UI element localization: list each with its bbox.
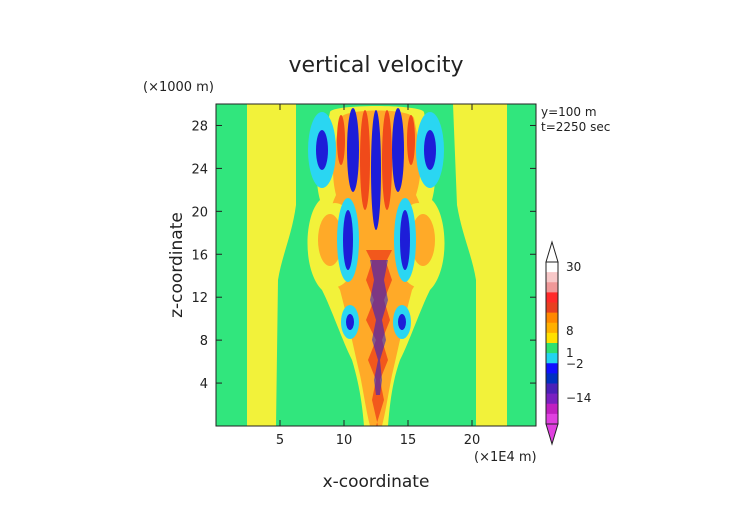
streak-blue-1 [347,108,359,192]
colorbar-swatch-12 [546,383,558,395]
cell-top-right-blue [424,130,436,170]
colorbar-swatch-1 [546,272,558,283]
y-tick-label-16: 16 [191,248,208,263]
colorbar-swatch-5 [546,312,558,324]
x-unit-label: (×1E4 m) [474,450,537,465]
colorbar-swatch-10 [546,363,558,374]
left-yellow-band [247,104,296,426]
y-unit-label: (×1000 m) [143,80,214,95]
y-tick-label-12: 12 [191,291,208,306]
streak-red-4 [407,115,415,165]
y-tick-label-28: 28 [191,119,208,134]
velocity-field [216,104,536,426]
x-tick-label-5: 5 [276,433,284,448]
left-side-lobe-orange [318,214,342,266]
right-side-lobe-orange [411,214,435,266]
streak-blue-3 [392,108,404,192]
colorbar [545,240,559,446]
colorbar-swatch-4 [546,302,558,314]
colorbar-label-minus14: −14 [566,391,591,405]
colorbar-swatch-13 [546,393,558,405]
turbulent-core-blue [370,260,388,395]
cell-top-left-blue [316,130,328,170]
time-annotation-t: t=2250 sec [541,120,610,134]
colorbar-label-8: 8 [566,324,574,338]
cell-low-left-blue [346,314,354,330]
colorbar-swatch-7 [546,332,558,344]
time-annotation-y: y=100 m [541,105,597,119]
colorbar-swatch-15 [546,413,558,425]
y-tick-label-20: 20 [191,205,208,220]
streak-red-3 [337,115,345,165]
y-tick-label-4: 4 [200,377,208,392]
x-axis-label: x-coordinate [323,472,430,492]
cell-mid-right-blue [400,210,410,270]
y-axis: 4 8 12 16 20 24 28 [191,119,536,392]
plot-frame [215,103,537,427]
x-axis: 5 10 15 20 [276,104,480,448]
colorbar-swatch-9 [546,353,558,364]
streak-blue-2 [371,110,381,230]
y-axis-label: z-coordinate [167,212,187,318]
colorbar-bottom-arrow [545,423,559,446]
x-tick-label-20: 20 [464,433,481,448]
x-tick-label-15: 15 [400,433,417,448]
colorbar-label-30: 30 [566,260,581,274]
colorbar-label-1: 1 [566,346,574,360]
streak-red-2 [382,110,392,210]
colorbar-swatch-0 [546,262,558,273]
colorbar-label-minus2: −2 [566,357,584,371]
colorbar-swatch-2 [546,282,558,293]
cell-low-right-blue [398,314,406,330]
colorbar-swatch-8 [546,343,558,354]
y-tick-label-24: 24 [191,162,208,177]
streak-red-1 [360,110,370,210]
right-yellow-band [453,104,507,426]
y-tick-label-8: 8 [200,334,208,349]
colorbar-swatch-14 [546,403,558,415]
colorbar-swatch-6 [546,322,558,334]
colorbar-swatch-3 [546,292,558,303]
cell-mid-left-blue [343,210,353,270]
x-tick-label-10: 10 [336,433,353,448]
colorbar-top-arrow [545,240,559,263]
colorbar-swatch-11 [546,373,558,384]
chart-title: vertical velocity [288,53,463,78]
